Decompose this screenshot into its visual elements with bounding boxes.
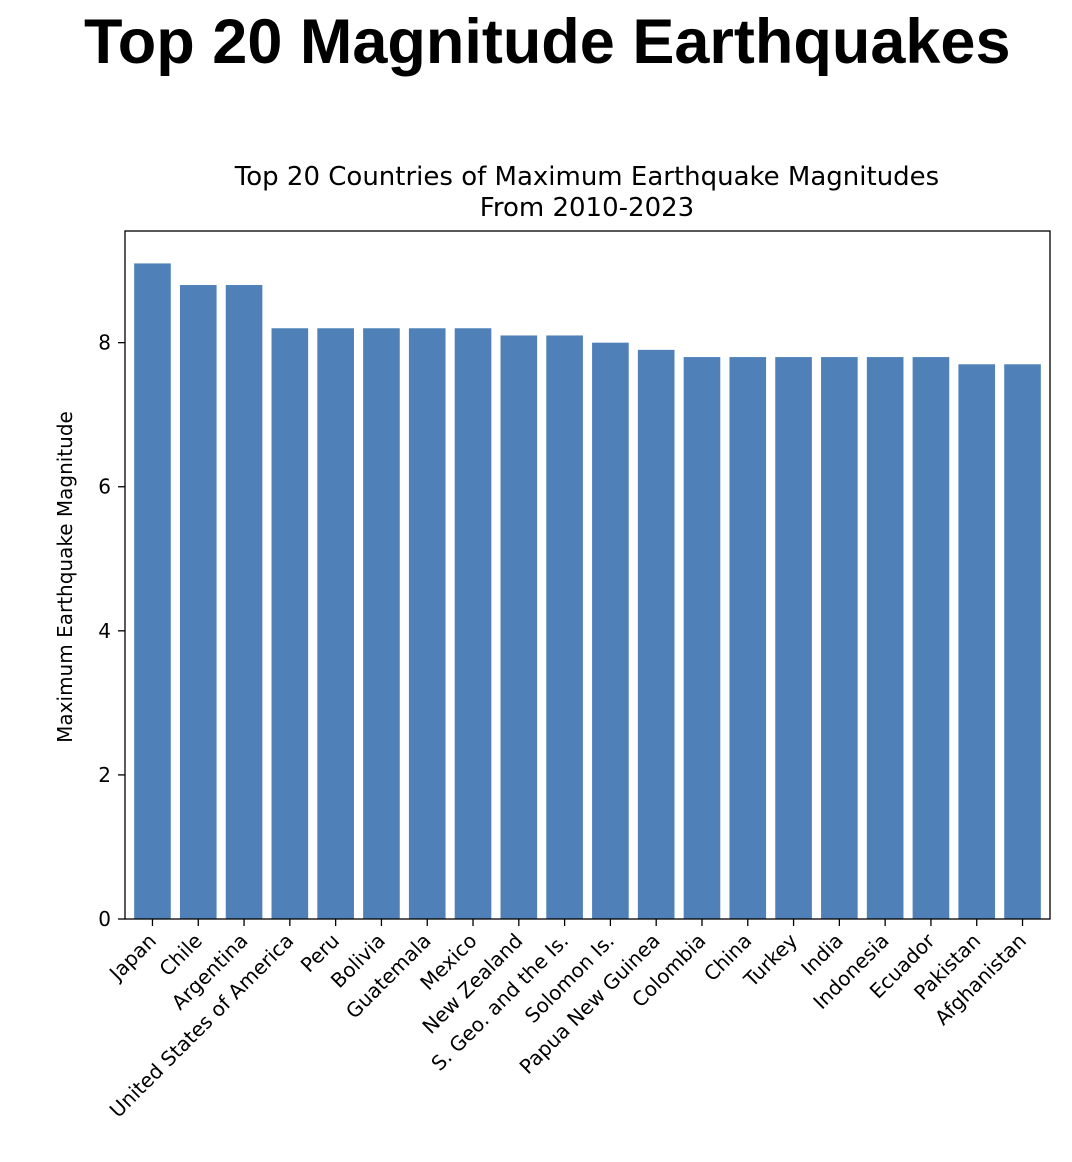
- bar: [500, 335, 538, 920]
- bar: [134, 263, 171, 919]
- bar: [958, 364, 996, 919]
- y-tick-label: 2: [98, 763, 111, 787]
- y-tick-label: 4: [98, 619, 111, 643]
- bar: [271, 328, 309, 919]
- bar: [729, 357, 767, 919]
- chart-title-line: Top 20 Countries of Maximum Earthquake M…: [234, 162, 939, 192]
- bar: [179, 285, 217, 919]
- plot-frame: [124, 230, 1051, 920]
- y-axis: 0 2 4 6 8: [98, 331, 125, 931]
- bar: [408, 328, 446, 919]
- bar: [317, 328, 354, 919]
- bar: [546, 335, 583, 920]
- bar: [775, 357, 812, 919]
- bar: [683, 357, 721, 919]
- bar: [454, 328, 492, 919]
- chart-title-line: From 2010-2023: [480, 193, 694, 223]
- bar: [363, 328, 400, 919]
- page-title: Top 20 Magnitude Earthquakes: [84, 7, 1011, 77]
- x-tick-label: Japan: [103, 929, 161, 987]
- y-axis-label: Maximum Earthquake Magnitude: [53, 411, 77, 743]
- bar: [866, 357, 904, 919]
- bar: [592, 342, 629, 919]
- bar: [1004, 364, 1041, 919]
- y-tick-label: 6: [98, 475, 111, 499]
- y-tick-label: 8: [98, 331, 111, 355]
- bar: [912, 357, 950, 919]
- bars: [134, 263, 1041, 920]
- chart-title: Top 20 Countries of Maximum Earthquake M…: [234, 162, 939, 223]
- y-tick-label: 0: [98, 907, 111, 931]
- bar: [821, 357, 858, 919]
- bar: [637, 349, 675, 919]
- bar: [225, 285, 263, 919]
